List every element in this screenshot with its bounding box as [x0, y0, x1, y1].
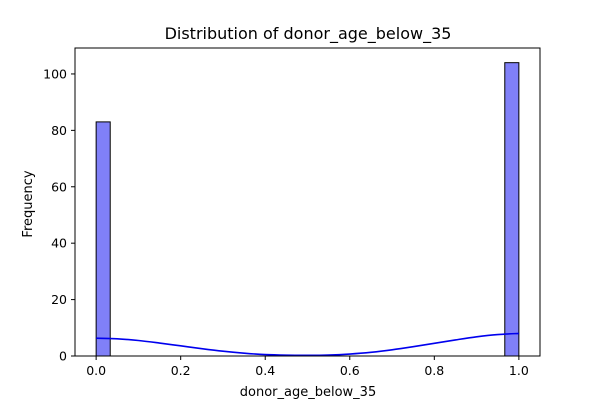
- y-tick-label: 80: [51, 123, 67, 138]
- y-axis-ticks: 0 20 40 60 80 100: [43, 66, 75, 364]
- x-tick-label: 0.2: [171, 363, 191, 378]
- y-tick-label: 0: [59, 349, 67, 364]
- kde-layer: [96, 332, 519, 357]
- bars-layer: [95, 62, 520, 357]
- x-tick-label: 0.4: [255, 363, 275, 378]
- x-tick-label: 0.8: [424, 363, 444, 378]
- x-axis-label: donor_age_below_35: [240, 385, 376, 400]
- x-tick-label: 0.6: [340, 363, 360, 378]
- x-tick-label: 1.0: [509, 363, 529, 378]
- histogram-bar-1: [504, 62, 520, 357]
- x-tick-label: 0.0: [86, 363, 106, 378]
- kde-curve: [96, 332, 519, 357]
- plot-frame: [74, 47, 541, 357]
- y-tick-label: 100: [43, 66, 67, 81]
- histogram-bar-0: [95, 121, 111, 357]
- x-axis-ticks: 0.0 0.2 0.4 0.6 0.8 1.0: [86, 356, 529, 378]
- y-tick-label: 20: [51, 292, 67, 307]
- y-tick-label: 40: [51, 236, 67, 251]
- chart-title: Distribution of donor_age_below_35: [165, 24, 452, 44]
- y-axis-label: Frequency: [21, 170, 36, 237]
- y-tick-label: 60: [51, 179, 67, 194]
